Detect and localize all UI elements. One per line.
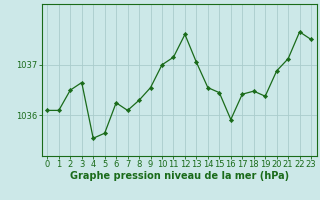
- X-axis label: Graphe pression niveau de la mer (hPa): Graphe pression niveau de la mer (hPa): [70, 171, 289, 181]
